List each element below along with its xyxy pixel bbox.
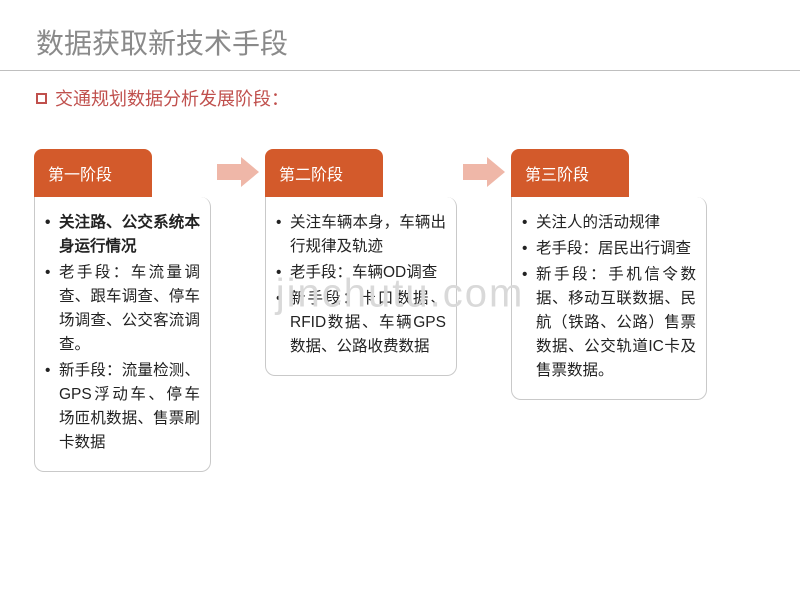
stage-1-item: 老手段：车流量调查、跟车调查、停车场调查、公交客流调查。 [59,261,200,357]
stage-1-item: 新手段：流量检测、GPS浮动车、停车场匝机数据、售票刷卡数据 [59,359,200,455]
stage-3-header: 第三阶段 [511,149,629,197]
subtitle: 交通规划数据分析发展阶段： [55,85,289,111]
arrow-right-icon [461,155,507,189]
stage-1-item: 关注路、公交系统本身运行情况 [59,211,200,259]
stage-1: 第一阶段 关注路、公交系统本身运行情况 老手段：车流量调查、跟车调查、停车场调查… [34,149,211,472]
stage-3: 第三阶段 关注人的活动规律 老手段：居民出行调查 新手段：手机信令数据、移动互联… [511,149,707,400]
page-title: 数据获取新技术手段 [36,22,800,62]
stage-2-item: 关注车辆本身，车辆出行规律及轨迹 [290,211,446,259]
stage-2-item: 新手段：卡口数据、RFID数据、车辆GPS数据、公路收费数据 [290,287,446,359]
arrow-right-icon [215,155,261,189]
stage-1-body: 关注路、公交系统本身运行情况 老手段：车流量调查、跟车调查、停车场调查、公交客流… [34,197,211,472]
stage-3-item: 新手段：手机信令数据、移动互联数据、民航（铁路、公路）售票数据、公交轨道IC卡及… [536,263,696,383]
stage-1-header: 第一阶段 [34,149,152,197]
stage-3-item: 关注人的活动规律 [536,211,696,235]
title-bar: 数据获取新技术手段 [0,0,800,71]
bullet-icon [36,93,47,104]
stages-container: 第一阶段 关注路、公交系统本身运行情况 老手段：车流量调查、跟车调查、停车场调查… [0,111,800,472]
arrow-2 [457,149,511,189]
arrow-1 [211,149,265,189]
subtitle-row: 交通规划数据分析发展阶段： [0,71,800,111]
stage-2: 第二阶段 关注车辆本身，车辆出行规律及轨迹 老手段：车辆OD调查 新手段：卡口数… [265,149,457,376]
stage-3-body: 关注人的活动规律 老手段：居民出行调查 新手段：手机信令数据、移动互联数据、民航… [511,197,707,400]
stage-2-header: 第二阶段 [265,149,383,197]
stage-2-body: 关注车辆本身，车辆出行规律及轨迹 老手段：车辆OD调查 新手段：卡口数据、RFI… [265,197,457,376]
stage-3-item: 老手段：居民出行调查 [536,237,696,261]
stage-2-item: 老手段：车辆OD调查 [290,261,446,285]
